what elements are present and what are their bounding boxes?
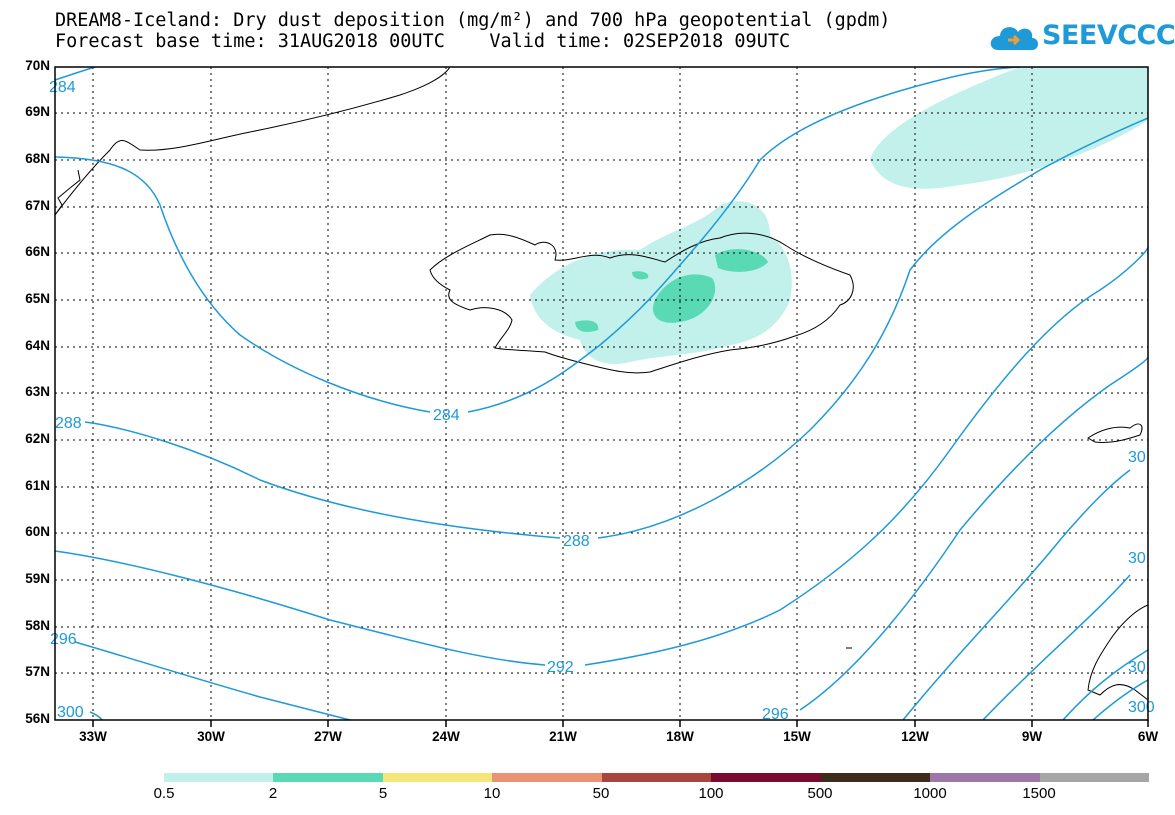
colorbar-swatch: [601, 773, 712, 782]
contour-label: 30: [1128, 659, 1146, 676]
colorbar-label: 0.5: [153, 785, 175, 802]
contour-label: 30: [1128, 550, 1146, 567]
lon-label: 18W: [666, 729, 694, 744]
lon-label: 30W: [197, 729, 225, 744]
lat-label: 64N: [25, 338, 50, 353]
contour-label: 296: [762, 706, 789, 723]
lat-label: 69N: [25, 104, 50, 119]
colorbar-label: 500: [807, 785, 833, 802]
lon-label: 27W: [314, 729, 342, 744]
lon-label: 6W: [1137, 729, 1159, 744]
contour-label: 288: [55, 415, 82, 432]
lat-label: 62N: [25, 431, 50, 446]
colorbar-label: 2: [268, 785, 278, 802]
lon-label: 15W: [783, 729, 811, 744]
dust-shading: [530, 67, 1148, 364]
colorbar-label: 50: [592, 785, 610, 802]
contour-label: 300: [1128, 699, 1155, 716]
chart-subtitle: Forecast base time: 31AUG2018 00UTC Vali…: [55, 31, 791, 52]
lat-label: 59N: [25, 571, 50, 586]
colorbar-label: 1000: [913, 785, 947, 802]
chart-title: DREAM8-Iceland: Dry dust deposition (mg/…: [55, 10, 891, 31]
lon-label: 12W: [901, 729, 929, 744]
lat-label: 58N: [25, 618, 50, 633]
lon-label: 21W: [549, 729, 577, 744]
colorbar-label: 1500: [1022, 785, 1056, 802]
contour-label: 30: [1128, 449, 1146, 466]
gridlines: [55, 67, 1148, 720]
lat-label: 67N: [25, 198, 50, 213]
contour-label: 284: [49, 79, 76, 96]
contour-label: 300: [57, 704, 84, 721]
contour-label: 288: [563, 533, 590, 550]
colorbar-swatch: [1039, 773, 1149, 782]
colorbar-swatch: [164, 773, 274, 782]
colorbar-label: 100: [698, 785, 724, 802]
colorbar-label: 5: [378, 785, 388, 802]
tick-marks: [92, 720, 1149, 727]
colorbar-swatch: [711, 773, 821, 782]
lat-label: 60N: [25, 524, 50, 539]
colorbar-swatch: [492, 773, 602, 782]
lon-label: 33W: [79, 729, 107, 744]
colorbar-swatch: [820, 773, 931, 782]
lat-label: 66N: [25, 244, 50, 259]
lon-label: 24W: [432, 729, 460, 744]
logo-text: SEEVCCC: [1042, 20, 1175, 51]
colorbar: [164, 773, 1149, 782]
colorbar-swatch: [273, 773, 383, 782]
lat-label: 57N: [25, 664, 50, 679]
map-frame: [54, 66, 1149, 721]
lat-label: 70N: [25, 58, 50, 73]
colorbar-swatch: [930, 773, 1040, 782]
geopotential-contours: [54, 66, 1149, 721]
coastlines: [54, 66, 1149, 701]
lon-label: 9W: [1021, 729, 1043, 744]
cloud-icon: [990, 27, 1038, 50]
lat-label: 63N: [25, 384, 50, 399]
lat-label: 65N: [25, 291, 50, 306]
colorbar-label: 10: [483, 785, 501, 802]
lat-label: 56N: [25, 711, 50, 726]
lat-label: 68N: [25, 151, 50, 166]
contour-label: 296: [50, 631, 77, 648]
contour-label: 284: [433, 407, 460, 424]
colorbar-swatch: [382, 773, 493, 782]
lat-label: 61N: [25, 478, 50, 493]
contour-label: 292: [547, 659, 574, 676]
